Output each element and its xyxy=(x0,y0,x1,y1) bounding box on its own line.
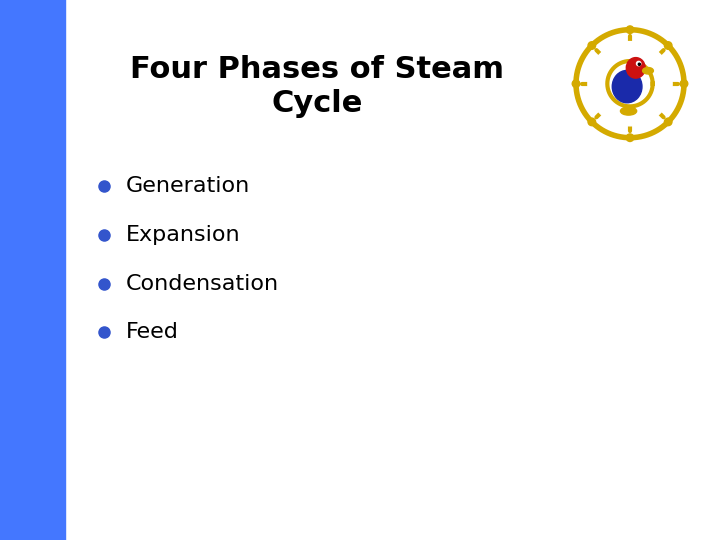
Text: Generation: Generation xyxy=(126,176,251,197)
Ellipse shape xyxy=(588,118,595,126)
Text: Four Phases of Steam
Cycle: Four Phases of Steam Cycle xyxy=(130,55,504,118)
Ellipse shape xyxy=(626,26,634,33)
Ellipse shape xyxy=(680,80,688,87)
Ellipse shape xyxy=(665,42,672,49)
Ellipse shape xyxy=(621,107,636,115)
Bar xyxy=(0,0,65,540)
Text: Expansion: Expansion xyxy=(126,225,240,245)
Ellipse shape xyxy=(643,68,654,74)
Ellipse shape xyxy=(626,58,645,78)
Ellipse shape xyxy=(665,118,672,126)
Ellipse shape xyxy=(626,134,634,141)
Ellipse shape xyxy=(588,42,672,126)
Ellipse shape xyxy=(572,80,580,87)
Ellipse shape xyxy=(636,62,641,66)
Text: Feed: Feed xyxy=(126,322,179,342)
Ellipse shape xyxy=(612,70,642,103)
Ellipse shape xyxy=(638,63,641,65)
Text: Condensation: Condensation xyxy=(126,273,279,294)
Ellipse shape xyxy=(588,42,595,49)
